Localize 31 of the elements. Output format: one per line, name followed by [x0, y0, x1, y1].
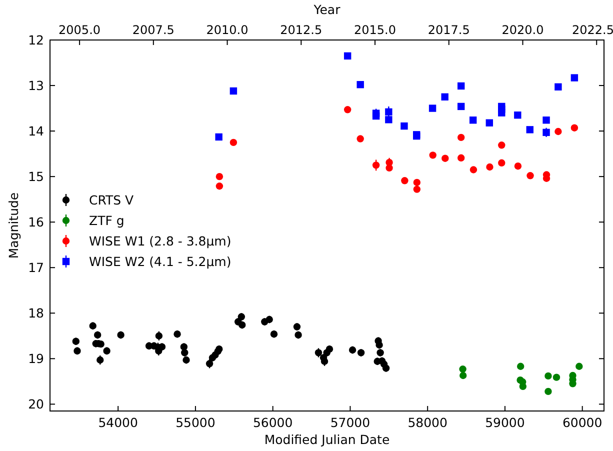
legend-label: CRTS V	[89, 192, 134, 208]
y-tick-label: 15	[28, 169, 44, 184]
x-tick-label: 54000	[98, 415, 138, 430]
x-tick-label: 55000	[176, 415, 216, 430]
x-axis-title: Modified Julian Date	[264, 432, 390, 447]
x2-axis-title: Year	[312, 2, 342, 17]
y-tick-label: 19	[28, 351, 44, 366]
y-tick-label: 20	[28, 396, 44, 412]
y-tick-label: 16	[28, 214, 44, 230]
x2-tick-label: 2015.0	[354, 23, 396, 37]
y-tick-label: 12	[28, 32, 44, 48]
legend-label: ZTF g	[89, 213, 124, 228]
legend-label: WISE W2 (4.1 - 5.2μm)	[89, 254, 232, 269]
x2-tick-label: 2012.5	[280, 23, 322, 37]
x2-tick-label: 2022.5	[572, 23, 613, 37]
y-tick-label: 17	[28, 260, 44, 276]
y-tick-label: 13	[28, 78, 44, 94]
x-tick-label: 57000	[330, 415, 370, 430]
x-tick-label: 59000	[485, 415, 525, 430]
x-tick-label: 58000	[408, 415, 448, 430]
x2-tick-label: 2017.5	[428, 23, 470, 37]
x2-tick-label: 2007.5	[132, 23, 174, 37]
y-axis-title: Magnitude	[6, 192, 21, 259]
x2-tick-label: 2010.0	[206, 23, 248, 37]
y-tick-label: 14	[28, 124, 44, 139]
y-tick-label: 18	[28, 306, 44, 321]
x2-tick-label: 2005.0	[58, 23, 101, 37]
x-tick-label: 56000	[252, 415, 293, 430]
x-tick-label: 60000	[562, 415, 602, 430]
x2-tick-label: 2020.0	[502, 23, 544, 37]
legend-label: WISE W1 (2.8 - 3.8μm)	[89, 234, 232, 248]
